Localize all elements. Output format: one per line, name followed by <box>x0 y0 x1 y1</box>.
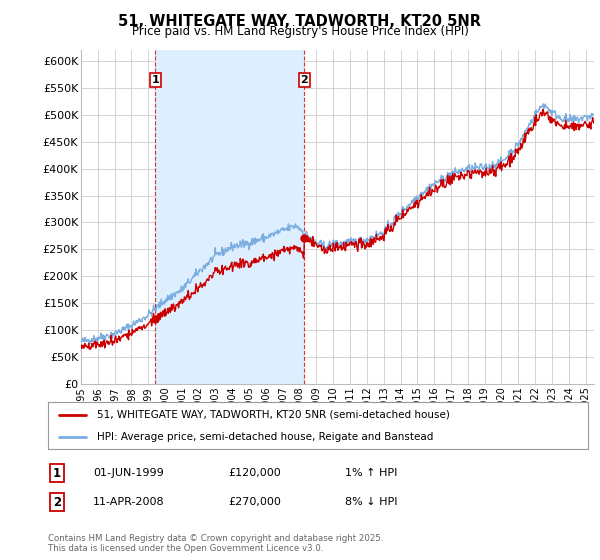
Text: 51, WHITEGATE WAY, TADWORTH, KT20 5NR (semi-detached house): 51, WHITEGATE WAY, TADWORTH, KT20 5NR (s… <box>97 410 449 420</box>
Text: Contains HM Land Registry data © Crown copyright and database right 2025.
This d: Contains HM Land Registry data © Crown c… <box>48 534 383 553</box>
Text: HPI: Average price, semi-detached house, Reigate and Banstead: HPI: Average price, semi-detached house,… <box>97 432 433 442</box>
Text: 2: 2 <box>301 75 308 85</box>
Text: 11-APR-2008: 11-APR-2008 <box>93 497 164 507</box>
Text: £120,000: £120,000 <box>228 468 281 478</box>
Text: 1: 1 <box>53 466 61 480</box>
Text: 2: 2 <box>53 496 61 509</box>
Text: Price paid vs. HM Land Registry's House Price Index (HPI): Price paid vs. HM Land Registry's House … <box>131 25 469 38</box>
Bar <box>155 50 304 384</box>
Text: 8% ↓ HPI: 8% ↓ HPI <box>345 497 398 507</box>
Text: £270,000: £270,000 <box>228 497 281 507</box>
Text: 01-JUN-1999: 01-JUN-1999 <box>93 468 164 478</box>
Text: 1% ↑ HPI: 1% ↑ HPI <box>345 468 397 478</box>
Text: 1: 1 <box>151 75 159 85</box>
Text: 51, WHITEGATE WAY, TADWORTH, KT20 5NR: 51, WHITEGATE WAY, TADWORTH, KT20 5NR <box>119 14 482 29</box>
